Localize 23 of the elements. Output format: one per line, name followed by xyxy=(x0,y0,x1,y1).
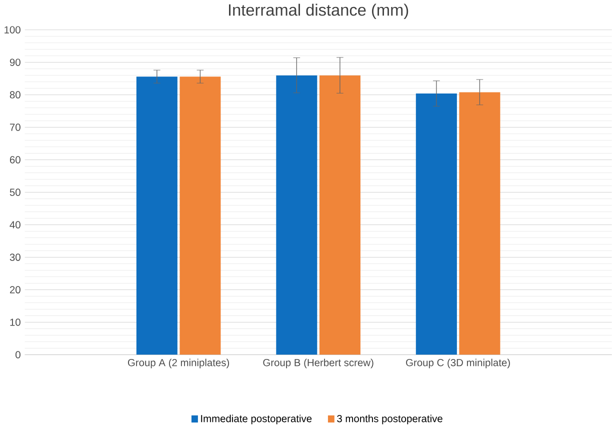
bar xyxy=(276,75,318,355)
y-tick-label: 30 xyxy=(10,253,20,261)
y-tick-label: 20 xyxy=(10,286,20,294)
y-tick-label: 10 xyxy=(10,318,20,326)
y-tick-label: 50 xyxy=(10,188,20,196)
legend-label: Immediate postoperative xyxy=(201,414,312,424)
x-tick-label: Group C (3D miniplate) xyxy=(406,358,510,368)
x-tick-label: Group B (Herbert screw) xyxy=(263,358,374,368)
legend-label: 3 months postoperative xyxy=(337,414,442,424)
x-tick-label: Group A (2 miniplates) xyxy=(128,358,230,368)
y-tick-label: 40 xyxy=(10,220,20,228)
bar xyxy=(136,76,178,355)
bar xyxy=(180,76,221,355)
y-tick-label: 90 xyxy=(10,58,20,66)
bar xyxy=(416,93,457,355)
y-tick-label: 80 xyxy=(10,91,20,98)
bar xyxy=(459,92,500,355)
chart-title: Interramal distance (mm) xyxy=(228,4,408,19)
y-tick-label: 60 xyxy=(10,156,20,164)
y-tick-label: 100 xyxy=(4,26,20,34)
y-tick-label: 70 xyxy=(10,124,20,131)
y-tick-label: 0 xyxy=(16,350,20,358)
bar xyxy=(319,75,360,355)
